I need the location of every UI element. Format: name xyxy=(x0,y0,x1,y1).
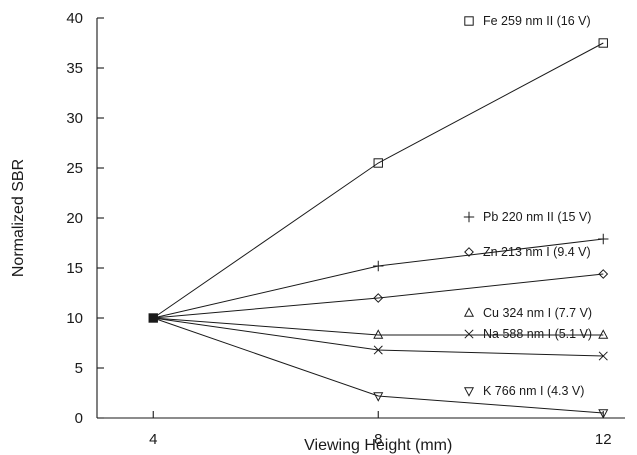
data-point-2-1 xyxy=(373,293,384,303)
data-point-3-2 xyxy=(598,329,609,339)
y-tick-label: 35 xyxy=(66,60,83,77)
y-tick-label: 10 xyxy=(66,310,83,327)
series-layer xyxy=(153,42,604,414)
x-tick-label: 8 xyxy=(374,431,382,448)
legend-item-3: Cu 324 nm I (7.7 V) xyxy=(463,306,592,320)
legend-item-4: Na 588 nm I (5.1 V) xyxy=(464,327,592,341)
legend-item-1: Pb 220 nm II (15 V) xyxy=(463,210,591,224)
legend-label-3: Cu 324 nm I (7.7 V) xyxy=(483,306,592,320)
data-point-1-2 xyxy=(598,233,609,245)
legend-item-0: Fe 259 nm II (16 V) xyxy=(464,14,591,28)
y-tick-label: 0 xyxy=(75,410,83,427)
legend-label-0: Fe 259 nm II (16 V) xyxy=(483,14,591,28)
data-point-1-1 xyxy=(373,260,384,272)
legend-item-2: Zn 213 nm I (9.4 V) xyxy=(464,245,591,259)
series-line-0 xyxy=(153,42,604,319)
legend: Fe 259 nm II (16 V) Pb 220 nm II (15 V) Zn… xyxy=(463,14,592,398)
series-line-5 xyxy=(153,317,604,414)
legend-marker-0 xyxy=(464,16,474,26)
data-point-0-1 xyxy=(373,158,383,168)
legend-label-4: Na 588 nm I (5.1 V) xyxy=(483,327,592,341)
legend-label-5: K 766 nm I (4.3 V) xyxy=(483,384,584,398)
legend-marker-3 xyxy=(463,307,475,317)
legend-item-5: K 766 nm I (4.3 V) xyxy=(463,384,584,398)
data-point-4-1 xyxy=(373,345,383,355)
series-line-3 xyxy=(153,317,604,336)
start-point xyxy=(148,313,158,323)
y-tick-label: 20 xyxy=(66,210,83,227)
data-point-5-1 xyxy=(373,392,384,402)
legend-marker-2 xyxy=(464,247,474,257)
markers-layer xyxy=(148,38,609,419)
legend-marker-5 xyxy=(463,387,475,397)
legend-label-2: Zn 213 nm I (9.4 V) xyxy=(483,245,591,259)
axes: 0 5 10 15 20 25 30 35 40 4 8 12 xyxy=(66,10,625,448)
series-line-2 xyxy=(153,273,604,319)
data-point-3-1 xyxy=(373,329,384,339)
data-point-2-2 xyxy=(598,269,609,279)
data-point-5-2 xyxy=(598,409,609,419)
data-point-4-2 xyxy=(598,351,608,361)
y-tick-label: 40 xyxy=(66,10,83,27)
y-tick-label: 5 xyxy=(75,360,83,377)
y-axis-title: Normalized SBR xyxy=(10,159,27,277)
y-tick-label: 30 xyxy=(66,110,83,127)
legend-marker-1 xyxy=(463,211,475,223)
x-axis-title: Viewing Height (mm) xyxy=(304,437,452,454)
legend-label-1: Pb 220 nm II (15 V) xyxy=(483,210,591,224)
x-tick-label: 12 xyxy=(595,431,612,448)
y-tick-label: 15 xyxy=(66,260,83,277)
y-tick-label: 25 xyxy=(66,160,83,177)
legend-marker-4 xyxy=(464,329,474,339)
data-point-0-2 xyxy=(598,38,608,48)
x-tick-label: 4 xyxy=(149,431,157,448)
